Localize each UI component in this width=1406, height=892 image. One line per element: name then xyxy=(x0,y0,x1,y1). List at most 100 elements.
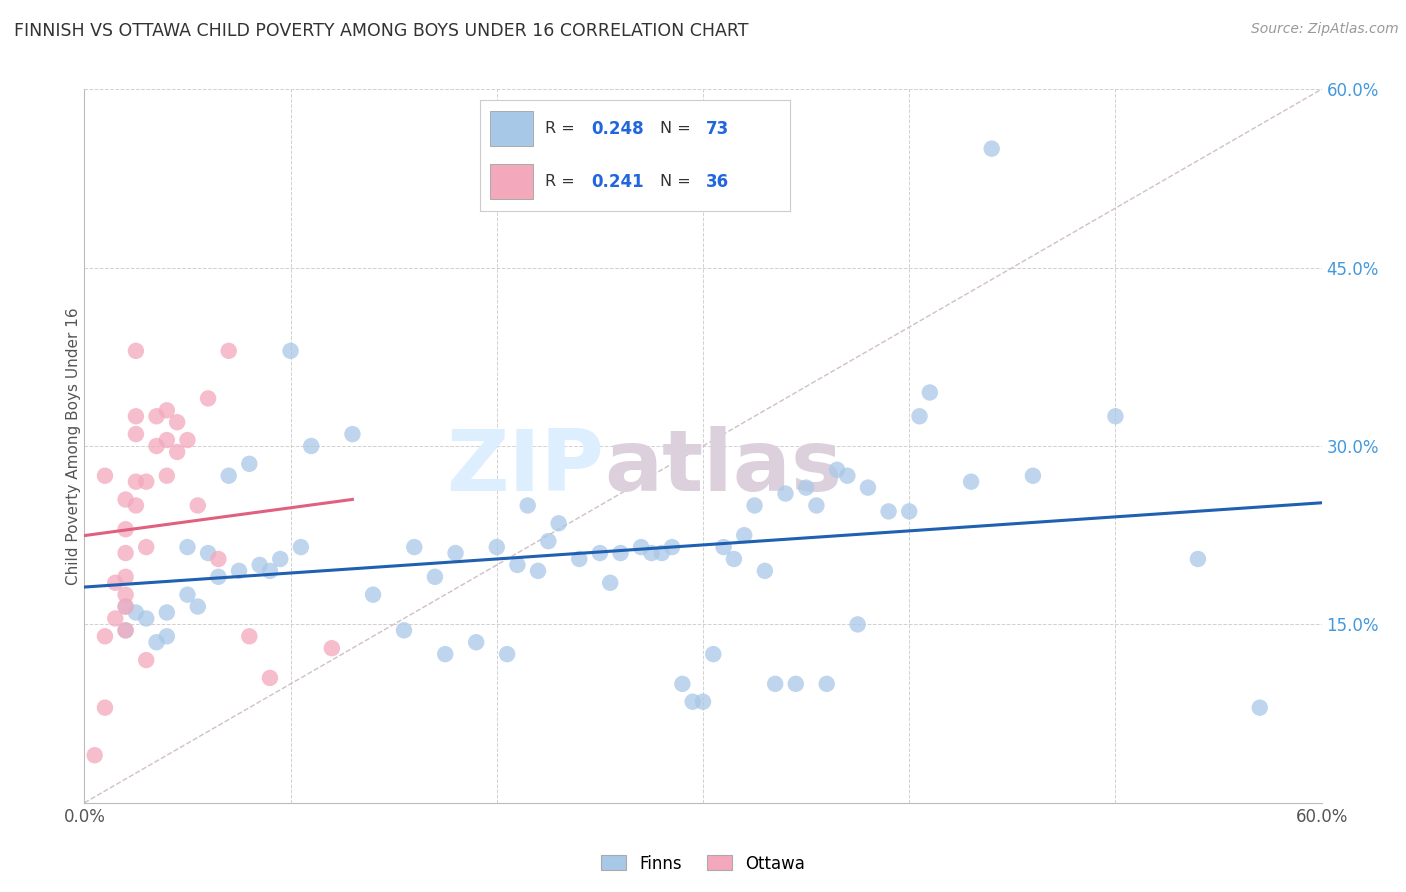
Legend: Finns, Ottawa: Finns, Ottawa xyxy=(595,848,811,880)
Finns xyxy=(837,468,859,483)
Finns xyxy=(156,629,179,643)
Ottawa xyxy=(259,671,281,685)
Finns xyxy=(280,343,302,358)
Finns xyxy=(630,540,652,554)
Finns xyxy=(960,475,983,489)
Finns xyxy=(156,606,179,620)
Finns xyxy=(197,546,219,560)
Finns xyxy=(754,564,776,578)
Finns xyxy=(763,677,786,691)
Finns xyxy=(589,546,612,560)
Finns xyxy=(815,677,838,691)
Finns xyxy=(682,695,704,709)
Finns xyxy=(1187,552,1209,566)
Ottawa xyxy=(125,409,148,424)
Finns xyxy=(176,540,198,554)
Finns xyxy=(713,540,735,554)
Ottawa xyxy=(238,629,260,643)
Ottawa xyxy=(114,599,136,614)
Ottawa xyxy=(125,343,148,358)
Finns xyxy=(218,468,240,483)
Text: ZIP: ZIP xyxy=(446,425,605,509)
Ottawa xyxy=(114,588,136,602)
Finns xyxy=(187,599,209,614)
Finns xyxy=(640,546,662,560)
Finns xyxy=(444,546,467,560)
Ottawa xyxy=(156,403,179,417)
Ottawa xyxy=(125,475,148,489)
Ottawa xyxy=(145,409,167,424)
Ottawa xyxy=(83,748,105,763)
Finns xyxy=(249,558,271,572)
Finns xyxy=(392,624,415,638)
Finns xyxy=(785,677,807,691)
Finns xyxy=(846,617,869,632)
Finns xyxy=(825,463,848,477)
Finns xyxy=(506,558,529,572)
Ottawa xyxy=(94,700,117,714)
Finns xyxy=(744,499,766,513)
Ottawa xyxy=(114,522,136,536)
Finns xyxy=(207,570,229,584)
Ottawa xyxy=(125,427,148,442)
Ottawa xyxy=(207,552,229,566)
Ottawa xyxy=(166,445,188,459)
Finns xyxy=(918,385,941,400)
Finns xyxy=(125,606,148,620)
Finns xyxy=(794,481,817,495)
Finns xyxy=(485,540,508,554)
Text: atlas: atlas xyxy=(605,425,842,509)
Ottawa xyxy=(166,415,188,429)
Ottawa xyxy=(114,546,136,560)
Ottawa xyxy=(135,475,157,489)
Finns xyxy=(1104,409,1126,424)
Finns xyxy=(176,588,198,602)
Ottawa xyxy=(104,611,127,625)
Finns xyxy=(290,540,312,554)
Ottawa xyxy=(94,629,117,643)
Finns xyxy=(651,546,673,560)
Finns xyxy=(856,481,879,495)
Ottawa xyxy=(114,492,136,507)
Finns xyxy=(723,552,745,566)
Text: Source: ZipAtlas.com: Source: ZipAtlas.com xyxy=(1251,22,1399,37)
Finns xyxy=(547,516,569,531)
Finns xyxy=(228,564,250,578)
Finns xyxy=(661,540,683,554)
Ottawa xyxy=(145,439,167,453)
Finns xyxy=(692,695,714,709)
Finns xyxy=(465,635,488,649)
Finns xyxy=(671,677,693,691)
Ottawa xyxy=(125,499,148,513)
Ottawa xyxy=(94,468,117,483)
Ottawa xyxy=(321,641,343,656)
Ottawa xyxy=(104,575,127,590)
Ottawa xyxy=(218,343,240,358)
Finns xyxy=(599,575,621,590)
Finns xyxy=(269,552,291,566)
Ottawa xyxy=(176,433,198,447)
Finns xyxy=(496,647,519,661)
Finns xyxy=(898,504,921,518)
Finns xyxy=(423,570,446,584)
Finns xyxy=(527,564,550,578)
Finns xyxy=(145,635,167,649)
Finns xyxy=(806,499,828,513)
Finns xyxy=(434,647,457,661)
Ottawa xyxy=(135,653,157,667)
Finns xyxy=(114,624,136,638)
Finns xyxy=(135,611,157,625)
Finns xyxy=(361,588,384,602)
Finns xyxy=(537,534,560,549)
Finns xyxy=(733,528,755,542)
Finns xyxy=(516,499,538,513)
Ottawa xyxy=(114,570,136,584)
Finns xyxy=(702,647,724,661)
Finns xyxy=(609,546,631,560)
Finns xyxy=(342,427,364,442)
Finns xyxy=(259,564,281,578)
Ottawa xyxy=(187,499,209,513)
Finns xyxy=(568,552,591,566)
Finns xyxy=(238,457,260,471)
Ottawa xyxy=(135,540,157,554)
